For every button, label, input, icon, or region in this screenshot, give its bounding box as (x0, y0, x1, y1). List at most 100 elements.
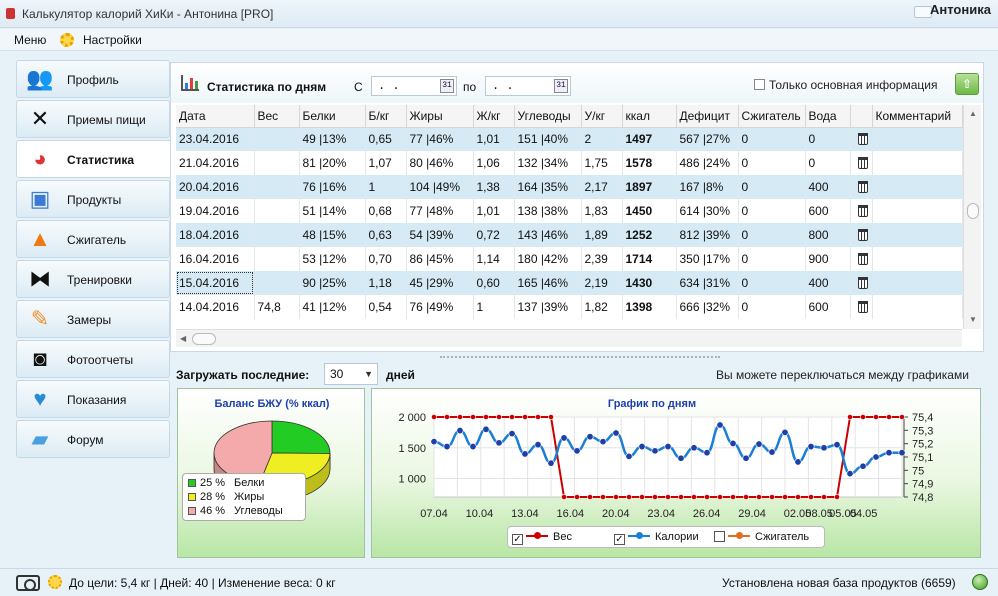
column-header[interactable]: Белки (299, 105, 366, 128)
only-main-checkbox[interactable] (754, 79, 765, 90)
sidebar-item-profile[interactable]: 👥 Профиль (16, 60, 170, 98)
table-cell[interactable]: 800 (805, 223, 851, 247)
table-cell[interactable]: 14.04.2016 (176, 295, 255, 319)
column-header[interactable]: Дата (176, 105, 255, 128)
table-cell[interactable]: 1 (365, 175, 407, 199)
table-cell[interactable]: 1497 (622, 127, 677, 151)
vertical-scroll-thumb[interactable] (967, 203, 979, 219)
column-header[interactable]: Вес (254, 105, 300, 128)
trash-icon[interactable] (857, 133, 868, 146)
table-cell[interactable]: 80 |46% (406, 151, 474, 175)
table-cell[interactable]: 104 |49% (406, 175, 474, 199)
legend-toggle-burner[interactable]: Сжигатель (714, 531, 809, 543)
table-cell[interactable]: 21.04.2016 (176, 151, 255, 175)
table-cell[interactable] (254, 223, 300, 247)
sidebar-item-readings[interactable]: ♥ Показания (16, 380, 170, 418)
trash-icon[interactable] (857, 229, 868, 241)
legend-toggle-weight[interactable]: ✓ Вес (512, 531, 572, 545)
table-cell[interactable]: 0,63 (365, 223, 407, 247)
table-cell[interactable]: 1 (473, 295, 515, 319)
table-cell[interactable]: 74,8 (254, 295, 300, 319)
table-cell[interactable]: 486 |24% (676, 151, 739, 175)
table-cell[interactable]: 180 |42% (514, 247, 582, 271)
table-cell[interactable]: 19.04.2016 (176, 199, 255, 223)
sidebar-item-meals[interactable]: ✕ Приемы пищи (16, 100, 170, 138)
column-header[interactable]: ккал (622, 105, 677, 128)
table-cell[interactable]: 0 (738, 199, 806, 223)
trash-icon[interactable] (857, 205, 868, 217)
table-cell[interactable]: 400 (805, 175, 851, 199)
table-cell[interactable]: 90 |25% (299, 271, 366, 295)
table-cell[interactable]: 0 (805, 151, 851, 175)
column-header[interactable]: Вода (805, 105, 851, 128)
sidebar-item-statistics[interactable]: ◕ Статистика (16, 140, 172, 178)
sidebar-item-measurements[interactable]: ✎ Замеры (16, 300, 170, 338)
column-header[interactable]: Сжигатель (738, 105, 806, 128)
table-cell[interactable]: 2 (581, 127, 623, 151)
vertical-scrollbar[interactable]: ▲ ▼ (963, 105, 981, 329)
table-cell[interactable]: 666 |32% (676, 295, 739, 319)
table-row[interactable]: 16.04.2016 53 |12% 0,70 86 |45% 1,14 180 |42%… (176, 247, 963, 271)
table-cell[interactable]: 76 |49% (406, 295, 474, 319)
sidebar-item-products[interactable]: ▣ Продукты (16, 180, 170, 218)
column-header[interactable]: Комментарий (872, 105, 963, 128)
table-cell[interactable]: 0 (738, 271, 806, 295)
table-cell[interactable]: 1,82 (581, 295, 623, 319)
table-cell[interactable]: 76 |16% (299, 175, 366, 199)
table-cell[interactable]: 20.04.2016 (176, 175, 255, 199)
table-cell[interactable]: 1450 (622, 199, 677, 223)
column-header[interactable]: Углеводы (514, 105, 582, 128)
table-cell[interactable]: 600 (805, 295, 851, 319)
scroll-up-icon[interactable]: ▲ (969, 109, 977, 118)
table-cell[interactable]: 18.04.2016 (176, 223, 255, 247)
table-row[interactable]: 19.04.2016 51 |14% 0,68 77 |48% 1,01 138 |38%… (176, 199, 963, 223)
table-cell[interactable]: 1,18 (365, 271, 407, 295)
date-from-input[interactable]: . . 31 (371, 76, 457, 96)
menu-item-menu[interactable]: Меню (14, 33, 47, 47)
column-header[interactable]: Дефицит (676, 105, 739, 128)
table-cell[interactable]: 1,07 (365, 151, 407, 175)
table-cell[interactable]: 1,75 (581, 151, 623, 175)
table-cell[interactable]: 0 (738, 247, 806, 271)
comment-cell[interactable] (872, 175, 963, 199)
legend-checkbox[interactable]: ✓ (512, 534, 523, 545)
table-cell[interactable]: 900 (805, 247, 851, 271)
table-cell[interactable]: 15.04.2016 (176, 271, 255, 295)
horizontal-scrollbar[interactable]: ◀ (176, 329, 962, 347)
minimize-button[interactable] (914, 6, 932, 18)
comment-cell[interactable] (872, 151, 963, 175)
table-cell[interactable]: 567 |27% (676, 127, 739, 151)
trash-icon[interactable] (857, 301, 868, 313)
export-button[interactable]: ⇧ (955, 73, 979, 95)
daily-chart-panel[interactable]: График по дням 2 000 1 500 1 000 75,4 75,3 75… (371, 388, 981, 558)
comment-cell[interactable] (872, 223, 963, 247)
table-cell[interactable]: 0,70 (365, 247, 407, 271)
table-cell[interactable]: 0,72 (473, 223, 515, 247)
macro-balance-panel[interactable]: Баланс БЖУ (% ккал) 25 % Белки 28 % Жиры 46 … (177, 388, 365, 558)
trash-icon[interactable] (857, 181, 868, 193)
table-row[interactable]: 21.04.2016 81 |20% 1,07 80 |46% 1,06 132 |34%… (176, 151, 963, 175)
table-cell[interactable]: 48 |15% (299, 223, 366, 247)
table-cell[interactable]: 0,68 (365, 199, 407, 223)
table-cell[interactable] (254, 175, 300, 199)
table-cell[interactable]: 165 |46% (514, 271, 582, 295)
table-cell[interactable]: 2,19 (581, 271, 623, 295)
table-cell[interactable]: 614 |30% (676, 199, 739, 223)
table-cell[interactable]: 0 (738, 175, 806, 199)
horizontal-scroll-thumb[interactable] (192, 333, 216, 345)
table-cell[interactable]: 138 |38% (514, 199, 582, 223)
table-cell[interactable]: 0 (738, 295, 806, 319)
table-row[interactable]: 23.04.2016 49 |13% 0,65 77 |46% 1,01 151 |40%… (176, 127, 963, 151)
table-cell[interactable]: 77 |48% (406, 199, 474, 223)
table-cell[interactable]: 0 (738, 127, 806, 151)
table-cell[interactable]: 1714 (622, 247, 677, 271)
table-row[interactable]: 14.04.2016 74,8 41 |12% 0,54 76 |49% 1 137 |39… (176, 295, 963, 319)
table-cell[interactable]: 1897 (622, 175, 677, 199)
comment-cell[interactable] (872, 127, 963, 151)
table-cell[interactable]: 132 |34% (514, 151, 582, 175)
table-cell[interactable] (254, 271, 300, 295)
table-cell[interactable]: 0 (738, 223, 806, 247)
menu-item-settings[interactable]: Настройки (83, 33, 142, 47)
table-cell[interactable]: 53 |12% (299, 247, 366, 271)
table-cell[interactable]: 634 |31% (676, 271, 739, 295)
